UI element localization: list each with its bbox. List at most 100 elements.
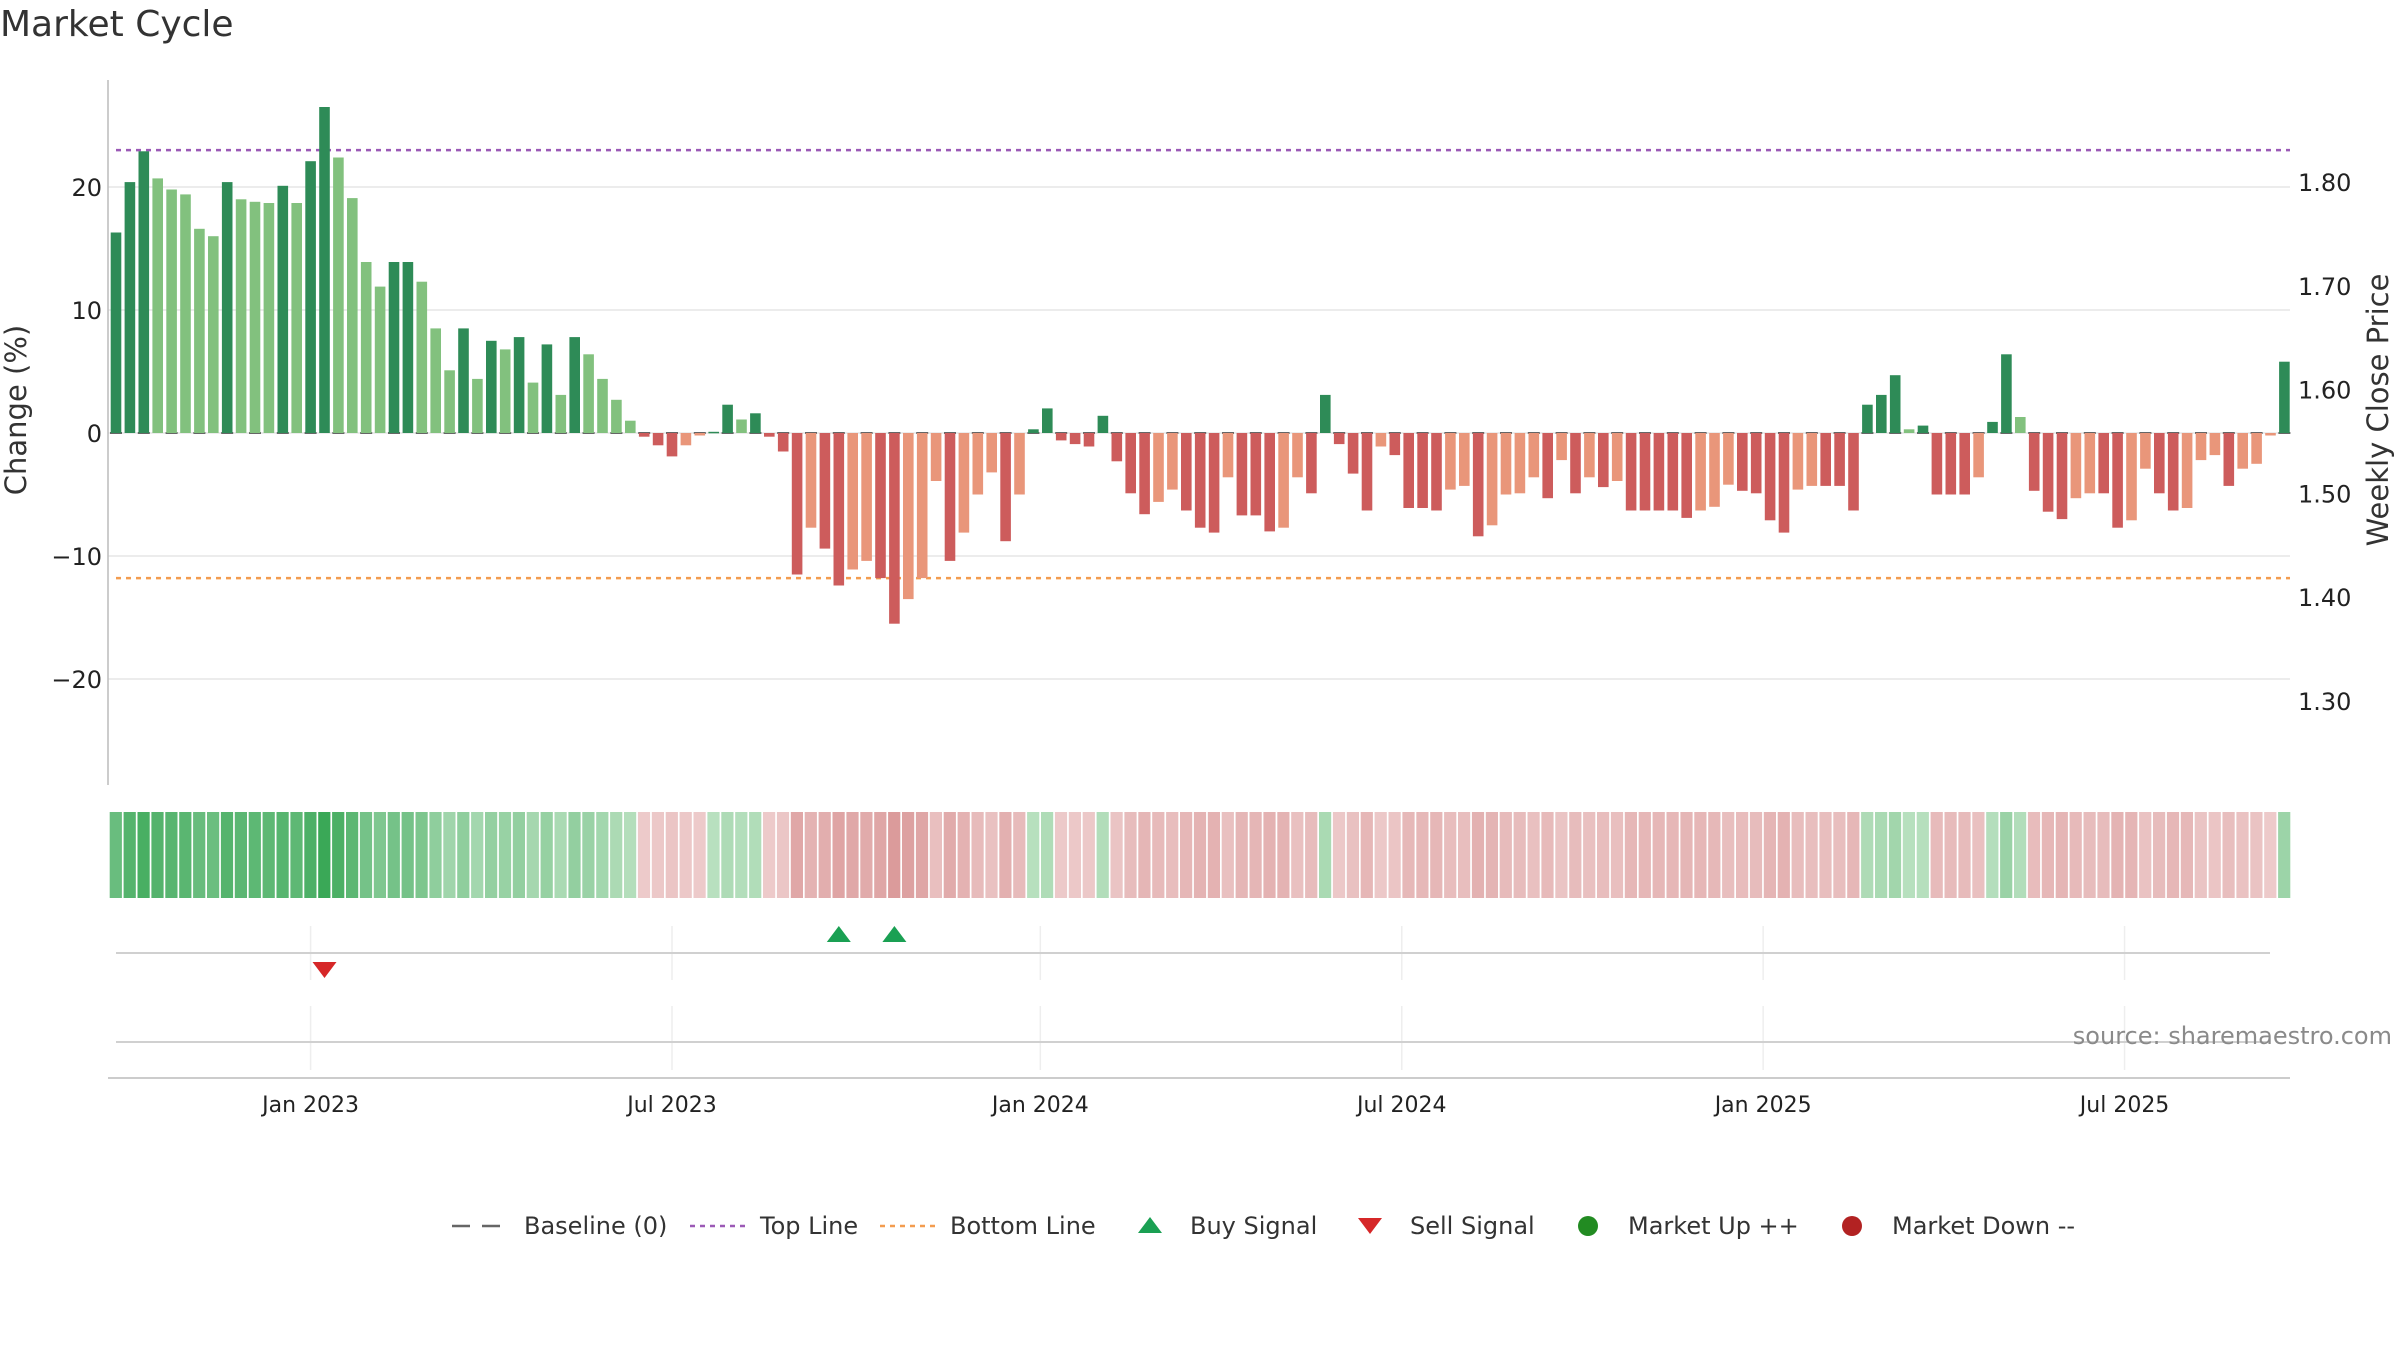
heat-cell [1374, 812, 1387, 898]
heat-cell [1013, 812, 1026, 898]
heat-cell [1499, 812, 1512, 898]
bar [1375, 433, 1387, 447]
heat-cell [1610, 812, 1624, 898]
tick-labels: 20 10 0 −10 −20 1.80 1.70 1.60 1.50 1.40 1.30 Jan 2… [51, 169, 2351, 1118]
bar [625, 420, 636, 433]
bar [513, 337, 525, 433]
legend-label: Buy Signal [1190, 1212, 1317, 1240]
heat-cell [1152, 812, 1165, 898]
heat-cell [1916, 812, 1929, 898]
bar [889, 433, 900, 624]
x-tick-label: Jul 2023 [625, 1093, 717, 1118]
y2-tick-label: 1.40 [2298, 584, 2351, 612]
legend-sell-swatch [1358, 1218, 1382, 1234]
heat-cell [1124, 812, 1137, 898]
bar [2070, 433, 2082, 499]
heat-cell [1068, 812, 1081, 898]
bar [1264, 433, 1275, 532]
heat-cell [1805, 812, 1818, 898]
heat-cell [1291, 812, 1304, 898]
heat-cell [1722, 812, 1735, 898]
bar [1764, 433, 1776, 521]
bar [1069, 433, 1081, 445]
bar [152, 178, 163, 433]
legend-label: Sell Signal [1410, 1212, 1535, 1240]
heat-cell [763, 812, 776, 898]
bar [1973, 433, 1984, 478]
heat-cell [1082, 812, 1095, 898]
legend-label: Market Down -- [1892, 1212, 2075, 1240]
bar [569, 337, 580, 433]
heat-cell [359, 812, 373, 898]
heat-cell [332, 812, 345, 898]
bar [1903, 429, 1915, 433]
heat-cell [554, 812, 567, 898]
bar [1570, 433, 1581, 494]
bar [2265, 433, 2276, 436]
heat-cell [943, 812, 956, 898]
buy-signal-marker [826, 926, 851, 942]
legend-label: Top Line [759, 1212, 858, 1240]
bar [1876, 394, 1887, 433]
bar [1500, 433, 1512, 495]
heat-cell [387, 812, 400, 898]
heat-cell [1485, 812, 1498, 898]
bar [2098, 433, 2109, 494]
heat-cell [665, 812, 678, 898]
heat-cell [1249, 812, 1262, 898]
y2-tick-label: 1.30 [2298, 688, 2351, 716]
bar [833, 433, 845, 586]
bar [1459, 433, 1470, 486]
bar [1820, 433, 1831, 486]
source-text: source: sharemaestro.com [2073, 1022, 2392, 1050]
bar [1208, 433, 1220, 533]
bars [110, 107, 2290, 624]
bar [1917, 425, 1929, 433]
heat-cell [1305, 812, 1318, 898]
heat-cell [1708, 812, 1721, 898]
heat-cell [860, 812, 873, 898]
bar [2084, 433, 2096, 494]
heat-cell [582, 812, 595, 898]
heat-cell [179, 812, 192, 898]
bar [1750, 433, 1762, 494]
bar [791, 433, 803, 575]
heat-cell [874, 812, 887, 898]
bar [1125, 433, 1136, 494]
heat-cell [1180, 812, 1193, 898]
bar [764, 433, 775, 437]
x-tick-label: Jan 2023 [260, 1093, 359, 1118]
heat-cell [290, 812, 303, 898]
bar [2140, 433, 2151, 469]
bar [1848, 433, 1859, 511]
bar [777, 433, 789, 452]
legend-market-up-swatch [1578, 1216, 1598, 1236]
heat-cell [193, 812, 206, 898]
legend-label: Bottom Line [950, 1212, 1096, 1240]
heat-cell [1054, 812, 1068, 898]
bar [805, 433, 817, 528]
bar [819, 433, 831, 549]
heat-cell [1652, 812, 1665, 898]
heat-cell [1458, 812, 1471, 898]
bar [2015, 417, 2026, 433]
heat-cell [1360, 812, 1373, 898]
bar [1153, 433, 1164, 502]
heat-cell [1388, 812, 1401, 898]
bar [166, 189, 177, 433]
heat-cell [915, 812, 929, 898]
heat-cell [1958, 812, 1971, 898]
bar [1653, 433, 1665, 511]
heat-cell [1930, 812, 1943, 898]
heat-cell [443, 812, 456, 898]
bar [180, 194, 191, 433]
bar [2181, 433, 2193, 508]
heat-cell [1402, 812, 1415, 898]
heat-cell [1541, 812, 1554, 898]
bar [1987, 421, 1998, 433]
heat-cell [373, 812, 386, 898]
bar [360, 262, 372, 433]
bar [430, 328, 441, 433]
heat-cell [2097, 812, 2110, 898]
heat-cell [1583, 812, 1596, 898]
